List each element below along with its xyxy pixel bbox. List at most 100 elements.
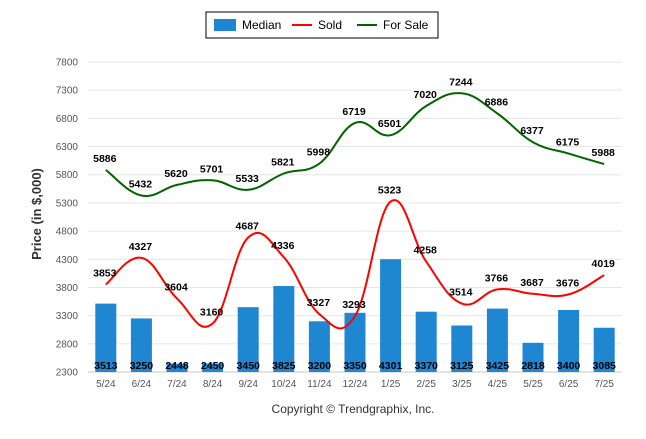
line-value-label: 4019 — [592, 258, 616, 270]
bar-value-label: 3425 — [486, 360, 510, 372]
bar-value-label: 2448 — [165, 360, 189, 372]
bar — [451, 325, 473, 372]
y-tick-label: 7300 — [56, 86, 79, 97]
y-tick-label: 6300 — [56, 142, 79, 153]
bar — [166, 363, 188, 372]
line-value-label: 3766 — [485, 272, 509, 284]
bar-value-label: 2450 — [201, 360, 225, 372]
line-value-label: 5432 — [129, 178, 153, 190]
x-tick-label: 3/25 — [452, 379, 472, 390]
line-series-layer — [105, 92, 605, 330]
bar-value-label: 3370 — [415, 360, 439, 372]
line-value-label: 4258 — [414, 245, 438, 257]
line-value-label: 3687 — [520, 277, 544, 289]
bar-value-label: 3085 — [593, 360, 617, 372]
bar — [522, 342, 544, 372]
y-axis-title: Price (in $,000) — [29, 168, 44, 260]
y-tick-label: 6800 — [56, 114, 79, 125]
bar — [308, 321, 330, 372]
line-value-label: 5821 — [271, 157, 295, 169]
x-tick-label: 5/25 — [523, 379, 543, 390]
line-series-sold — [105, 199, 605, 330]
x-tick-label: 2/25 — [416, 379, 436, 390]
bar — [486, 308, 508, 372]
y-tick-label: 4300 — [56, 255, 79, 266]
x-tick-label: 12/24 — [342, 379, 367, 390]
y-tick-label: 2300 — [56, 368, 79, 379]
x-tick-label: 5/24 — [96, 379, 116, 390]
x-tick-label: 7/24 — [167, 379, 187, 390]
line-value-label: 6719 — [342, 106, 366, 118]
legend-median-swatch — [214, 19, 236, 31]
x-tick-label: 9/24 — [238, 379, 258, 390]
x-tick-label: 10/24 — [271, 379, 296, 390]
line-value-label: 5323 — [378, 185, 402, 197]
y-tick-label: 2800 — [56, 339, 79, 350]
bar-value-label: 3125 — [450, 360, 474, 372]
y-tick-label: 4800 — [56, 227, 79, 238]
x-tick-label: 6/24 — [132, 379, 152, 390]
bar-value-label: 3250 — [130, 360, 154, 372]
bar-value-label: 3450 — [237, 360, 261, 372]
x-tick-label: 1/25 — [381, 379, 401, 390]
line-value-label: 3327 — [307, 297, 331, 309]
x-tick-label: 6/25 — [559, 379, 579, 390]
legend-box — [205, 11, 439, 39]
bar — [130, 318, 152, 372]
line-value-label: 6377 — [520, 125, 544, 137]
line-value-label: 5988 — [592, 147, 616, 159]
bar-value-label: 4301 — [379, 360, 403, 372]
x-tick-label: 11/24 — [307, 379, 332, 390]
line-value-label: 3293 — [342, 299, 366, 311]
line-value-label: 6886 — [485, 97, 509, 109]
bar — [593, 327, 615, 372]
copyright-text: Copyright © Trendgraphix, Inc. — [272, 402, 435, 416]
line-value-label: 7244 — [449, 76, 473, 88]
y-tick-label: 3300 — [56, 311, 79, 322]
x-tick-label: 8/24 — [203, 379, 223, 390]
x-tick-label: 7/25 — [594, 379, 614, 390]
bar-series-median — [95, 259, 615, 372]
line-value-label: 4336 — [271, 240, 295, 252]
bar-value-label: 2818 — [521, 360, 545, 372]
line-value-label: 5620 — [164, 168, 188, 180]
line-value-label: 5998 — [307, 147, 331, 159]
bar — [558, 310, 580, 372]
y-tick-label: 5300 — [56, 198, 79, 209]
line-value-label: 6175 — [556, 137, 580, 149]
bar — [202, 363, 224, 372]
line-value-label: 4327 — [129, 241, 153, 253]
line-value-label: 5533 — [236, 173, 260, 185]
bar — [237, 307, 259, 372]
bar-value-label: 3513 — [94, 360, 118, 372]
line-value-label: 3853 — [93, 267, 117, 279]
legend-sold-label: Sold — [318, 18, 342, 32]
bar-value-label: 3350 — [343, 360, 367, 372]
line-value-label: 6501 — [378, 118, 402, 130]
line-value-label: 5886 — [93, 153, 117, 165]
bar — [95, 303, 117, 372]
line-value-label: 3604 — [164, 282, 188, 294]
legend: Median Sold For Sale — [205, 11, 439, 39]
bar — [273, 286, 295, 372]
line-value-label: 3160 — [200, 307, 224, 319]
data-label-layer: 3513 3250 2448 2450 3450 3825 3200 3350 4301 3370… — [93, 76, 616, 372]
bar-value-label: 3200 — [308, 360, 332, 372]
line-value-label: 4687 — [236, 220, 260, 232]
line-value-label: 3514 — [449, 287, 473, 299]
bar-value-label: 3400 — [557, 360, 581, 372]
line-value-label: 3676 — [556, 277, 580, 289]
bar-value-label: 3825 — [272, 360, 296, 372]
bar — [380, 259, 402, 372]
line-value-label: 5701 — [200, 163, 224, 175]
y-tick-label: 5800 — [56, 170, 79, 181]
grid-layer — [88, 61, 622, 373]
y-tick-label: 3800 — [56, 283, 79, 294]
y-axis-ticks: 2300 2800 3300 3800 4300 4800 5300 5800 6300 6800… — [56, 58, 79, 379]
line-series-for-sale — [105, 92, 605, 198]
x-tick-label: 4/25 — [488, 379, 508, 390]
bar — [415, 311, 437, 372]
legend-median-label: Median — [242, 18, 281, 32]
